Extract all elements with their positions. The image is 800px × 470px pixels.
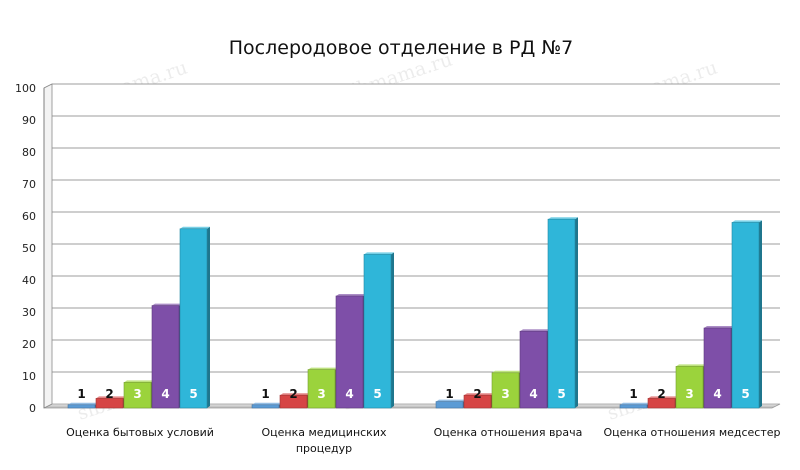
bar <box>363 252 394 409</box>
bar-front <box>463 394 492 409</box>
bar-top <box>180 226 210 229</box>
bar-series-label: 4 <box>713 387 721 401</box>
bar-series-label: 1 <box>77 387 85 401</box>
bar-top <box>336 294 366 296</box>
bar-front <box>547 218 576 409</box>
y-tick-label: 30 <box>22 306 36 319</box>
bar-top <box>492 370 522 373</box>
y-tick-label: 60 <box>22 210 36 223</box>
bar-top <box>436 399 466 402</box>
bar-series-label: 2 <box>105 387 113 401</box>
bar <box>67 402 98 409</box>
y-tick-label: 10 <box>22 370 36 383</box>
bar-series-label: 5 <box>189 387 197 401</box>
bar-front <box>307 369 336 409</box>
bars <box>67 217 762 409</box>
bar-front <box>435 401 464 409</box>
bar-top <box>280 393 310 396</box>
bar-top <box>704 326 734 328</box>
bar-front <box>619 404 648 409</box>
bar-front <box>95 398 124 409</box>
y-tick-label: 80 <box>22 146 36 159</box>
bar-front <box>519 330 548 409</box>
y-tick-label: 20 <box>22 338 36 351</box>
bar-series-label: 2 <box>657 387 665 401</box>
bar <box>179 226 210 409</box>
bar-series-label: 1 <box>445 387 453 401</box>
bar-top <box>676 364 706 367</box>
chart-title: Послеродовое отделение в РД №7 <box>229 37 573 59</box>
bar-top <box>732 220 762 223</box>
bar <box>703 326 734 409</box>
bar-series-label: 5 <box>741 387 749 401</box>
bar <box>619 402 650 409</box>
bar-top <box>68 402 98 405</box>
bar-series-label: 1 <box>261 387 269 401</box>
y-tick-label: 90 <box>22 114 36 127</box>
bar-side <box>575 217 578 408</box>
bar-top <box>620 402 650 405</box>
category-label: Оценка медицинских <box>262 426 387 439</box>
bar-series-label: 5 <box>557 387 565 401</box>
bar-front <box>123 382 152 409</box>
y-tick-label: 0 <box>29 402 36 415</box>
plot-side-wall <box>43 83 53 409</box>
y-tick-label: 70 <box>22 178 36 191</box>
bar <box>731 220 762 409</box>
bar-series-label: 3 <box>501 387 509 401</box>
bar <box>547 217 578 409</box>
bar-top <box>124 380 154 383</box>
bar-front <box>491 372 520 409</box>
category-label: Оценка отношения врача <box>434 426 583 439</box>
bar-top <box>648 396 678 399</box>
y-tick-label: 100 <box>15 82 36 95</box>
bar-front <box>703 327 732 409</box>
bar-front <box>151 305 180 409</box>
bar-labels: 1 2 3 4 5 1 2 3 4 5 1 2 3 4 5 1 2 3 4 5 <box>77 387 749 401</box>
bar-top <box>308 367 338 370</box>
bar-front <box>67 404 96 409</box>
bar-series-label: 2 <box>473 387 481 401</box>
bar-top <box>152 303 182 306</box>
bar-top <box>548 217 578 220</box>
bar <box>123 380 154 409</box>
bar-series-label: 3 <box>133 387 141 401</box>
bar-top <box>364 252 394 255</box>
bar-series-label: 2 <box>289 387 297 401</box>
bar-side <box>759 220 762 408</box>
bar-front <box>731 222 760 409</box>
bar-front <box>179 228 208 409</box>
bar <box>519 329 550 409</box>
bar-top <box>520 329 550 332</box>
bar-side <box>207 226 210 408</box>
category-label: Оценка бытовых условий <box>66 426 214 439</box>
bar-series-label: 4 <box>161 387 169 401</box>
bar-front <box>363 254 392 409</box>
bar-side <box>391 252 394 408</box>
y-tick-label: 50 <box>22 242 36 255</box>
bar-series-label: 1 <box>629 387 637 401</box>
bar-series-label: 4 <box>529 387 537 401</box>
bar-front <box>647 398 676 409</box>
bar <box>251 402 282 409</box>
bar-top <box>464 393 494 396</box>
axes: 0 10 20 30 40 50 60 70 80 90 100 Оценка бытовых усл… <box>15 82 781 455</box>
bar-top <box>96 396 126 399</box>
gridlines <box>43 83 781 409</box>
bar-series-label: 4 <box>345 387 353 401</box>
bar-series-label: 3 <box>317 387 325 401</box>
bar-series-label: 3 <box>685 387 693 401</box>
category-label: Оценка отношения медсестер <box>603 426 780 439</box>
bar-front <box>675 366 704 409</box>
category-label: процедур <box>296 442 352 455</box>
bar-front <box>335 295 364 409</box>
y-tick-label: 40 <box>22 274 36 287</box>
bar-front <box>251 404 280 409</box>
bar-series-label: 5 <box>373 387 381 401</box>
bar-top <box>252 402 282 405</box>
bar-front <box>279 394 308 409</box>
bar <box>675 364 706 409</box>
